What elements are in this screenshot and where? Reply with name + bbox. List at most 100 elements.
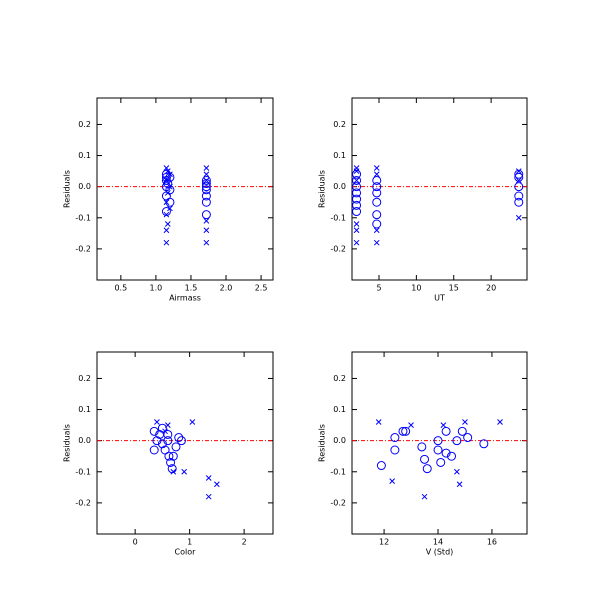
point (214, 481, 220, 488)
point (440, 422, 447, 428)
point (497, 419, 503, 425)
point (515, 168, 522, 174)
point (203, 239, 210, 246)
y-tick-label: -0.1 (330, 467, 346, 476)
y-tick-label: -0.1 (330, 213, 346, 222)
y-tick-label: 0.0 (333, 182, 346, 191)
point (163, 211, 170, 218)
x-tick-label: 2 (242, 538, 247, 547)
point (203, 227, 210, 234)
point (433, 436, 443, 446)
x-axis-label: Color (175, 548, 197, 557)
point (456, 481, 463, 488)
point (189, 419, 196, 425)
plot-frame (351, 97, 528, 281)
point (373, 171, 380, 178)
point (171, 442, 181, 452)
point (352, 207, 362, 217)
point (352, 169, 362, 179)
y-tick-label: 0.2 (333, 120, 346, 129)
point (398, 426, 408, 436)
point (161, 172, 171, 182)
y-tick-label: -0.2 (75, 498, 91, 507)
point (163, 199, 170, 206)
point (167, 183, 173, 190)
point (372, 219, 382, 229)
y-tick-label: -0.1 (75, 213, 91, 222)
point (352, 175, 362, 185)
point (167, 171, 173, 178)
point (514, 197, 524, 207)
y-tick-label: 0.1 (333, 151, 346, 160)
point (372, 182, 382, 192)
point (463, 433, 473, 443)
point (420, 454, 430, 464)
point (514, 182, 524, 192)
y-tick-label: 0.1 (78, 151, 91, 160)
point (164, 422, 171, 428)
point (479, 439, 489, 449)
y-tick-label: -0.1 (75, 467, 91, 476)
point (372, 210, 382, 220)
point (176, 436, 186, 446)
point (203, 218, 210, 224)
point (408, 422, 414, 428)
y-tick-label: 0.0 (333, 436, 346, 445)
point (163, 436, 173, 446)
point (201, 191, 211, 201)
y-axis-label: Residuals (318, 424, 327, 462)
point (164, 190, 171, 196)
point (390, 445, 400, 455)
plot-frame (96, 351, 274, 535)
point (373, 239, 380, 246)
point (515, 177, 522, 184)
x-tick-label: 16 (487, 538, 497, 547)
x-tick-label: 2.0 (220, 284, 233, 293)
plot-frame (351, 351, 528, 535)
point (201, 182, 211, 192)
point (372, 188, 382, 198)
y-tick-label: 0.0 (78, 436, 91, 445)
point (201, 175, 211, 185)
point (462, 419, 468, 425)
point (174, 433, 184, 443)
point (157, 439, 167, 449)
y-tick-label: 0.2 (78, 120, 91, 129)
x-tick-label: 15 (449, 284, 459, 293)
y-axis-label: Residuals (63, 170, 72, 208)
point (352, 188, 362, 198)
x-tick-label: 2.5 (255, 284, 268, 293)
point (164, 168, 171, 174)
point (167, 205, 173, 212)
y-tick-label: -0.2 (330, 244, 346, 253)
point (372, 197, 382, 207)
point (352, 194, 362, 204)
point (157, 423, 167, 433)
y-axis-label: Residuals (318, 170, 327, 208)
point (201, 179, 211, 189)
point (161, 207, 171, 217)
point (203, 165, 210, 171)
point (390, 433, 400, 443)
point (352, 182, 362, 192)
point (163, 239, 170, 246)
point (436, 457, 446, 467)
point (149, 426, 159, 436)
point (163, 177, 170, 184)
point (353, 227, 360, 234)
point (454, 468, 460, 475)
point (422, 464, 432, 474)
point (205, 475, 212, 481)
x-axis-label: V (Std) (426, 548, 454, 557)
point (205, 493, 212, 500)
x-axis-label: UT (434, 294, 445, 303)
y-axis-label: Residuals (63, 424, 72, 462)
point (203, 171, 210, 178)
point (163, 165, 170, 171)
point (421, 493, 428, 500)
point (166, 457, 176, 467)
x-tick-label: 1.0 (150, 284, 163, 293)
y-tick-label: 0.2 (78, 374, 91, 383)
